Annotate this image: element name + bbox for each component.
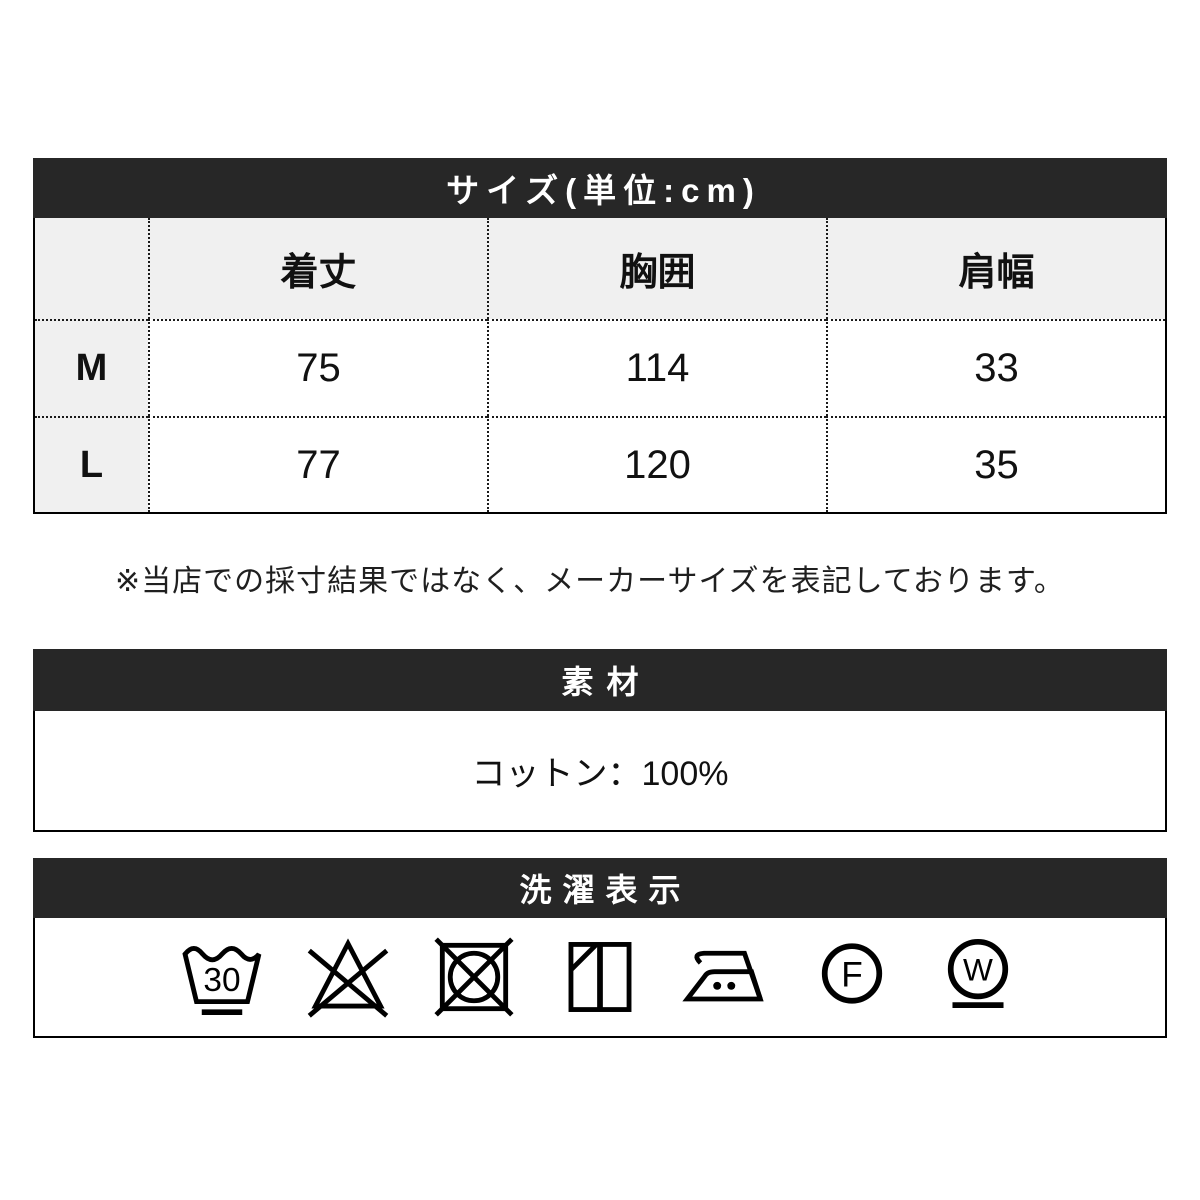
size-table-value-m-length: 75 <box>148 319 487 416</box>
care-section-header: 洗濯表示 <box>33 858 1167 918</box>
size-table-value-l-length: 77 <box>148 416 487 512</box>
size-table-row-label-m: M <box>35 319 148 416</box>
size-table-col-header-shoulder: 肩幅 <box>826 218 1165 319</box>
do-not-bleach-icon <box>304 933 392 1021</box>
size-section-title: サイズ(単位:cm) <box>446 172 761 209</box>
size-section: サイズ(単位:cm) 着丈 胸囲 肩幅 M 75 114 33 L 77 120… <box>33 158 1167 514</box>
care-section: 洗濯表示 30 <box>33 858 1167 1038</box>
size-table-value-m-shoulder: 33 <box>826 319 1165 416</box>
material-composition: コットン：100% <box>471 755 729 793</box>
size-section-header: サイズ(単位:cm) <box>33 158 1167 218</box>
material-section-header: 素材 <box>33 649 1167 711</box>
do-not-tumble-dry-icon <box>430 933 518 1021</box>
size-table-value-l-shoulder: 35 <box>826 416 1165 512</box>
dry-clean-f-icon: F <box>808 933 896 1021</box>
size-table-corner-cell <box>35 218 148 319</box>
wet-clean-letter: W <box>963 952 993 988</box>
product-spec-page: サイズ(単位:cm) 着丈 胸囲 肩幅 M 75 114 33 L 77 120… <box>0 158 1200 1200</box>
care-section-title: 洗濯表示 <box>519 872 692 908</box>
material-section-title: 素材 <box>561 664 652 700</box>
size-table-value-m-chest: 114 <box>487 319 826 416</box>
shade-line-dry-icon <box>556 933 644 1021</box>
dry-clean-letter: F <box>841 956 863 995</box>
material-content: コットン：100% <box>33 711 1167 832</box>
size-table-col-header-length: 着丈 <box>148 218 487 319</box>
size-table-value-l-chest: 120 <box>487 416 826 512</box>
size-table-col-header-chest: 胸囲 <box>487 218 826 319</box>
size-table-row-label-l: L <box>35 416 148 512</box>
manufacturer-size-note: ※当店での採寸結果ではなく、メーカーサイズを表記しております。 <box>115 565 1065 598</box>
wash-30-gentle-icon: 30 <box>178 933 266 1021</box>
iron-medium-two-dots-icon <box>682 933 770 1021</box>
care-icons-row: 30 <box>33 918 1167 1038</box>
material-section: 素材 コットン：100% <box>33 649 1167 832</box>
size-table: 着丈 胸囲 肩幅 M 75 114 33 L 77 120 35 <box>33 218 1167 514</box>
wash-temp-label: 30 <box>203 962 240 999</box>
wet-clean-gentle-w-icon: W <box>934 933 1022 1021</box>
